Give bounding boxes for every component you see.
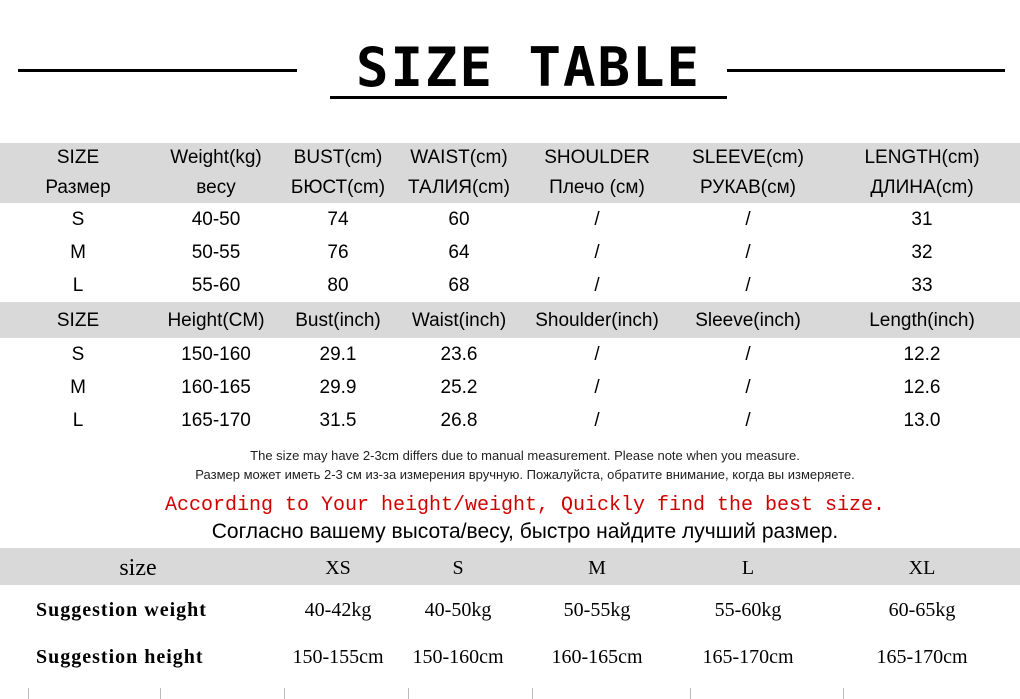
cm-header-cell: LENGTH(cm) (864, 147, 980, 168)
cm-table-cell: / (594, 209, 600, 230)
note-en: The size may have 2-3cm differs due to m… (250, 448, 800, 463)
cm-table-cell: L (72, 275, 84, 296)
page-title: SIZE TABLE (355, 36, 702, 99)
cm-table-cell: / (594, 275, 600, 296)
inch-table-cell: 12.6 (903, 377, 941, 398)
inch-header-cell: Waist(inch) (411, 310, 507, 331)
inch-header-cell: Shoulder(inch) (535, 310, 659, 331)
cm-table-cell: 55-60 (191, 275, 241, 296)
suggestion-header-cell: S (452, 557, 464, 579)
cm-header-cell: SHOULDER (544, 147, 650, 168)
inch-header-cell: SIZE (56, 310, 100, 331)
inch-table-cell: / (594, 377, 600, 398)
inch-table-cell: 29.1 (319, 344, 357, 365)
gridline-tick (160, 688, 161, 699)
suggestion-cell: 150-160cm (412, 646, 504, 668)
inch-table-cell: 31.5 (319, 410, 357, 431)
cm-header-cell: BUST(cm) (293, 147, 383, 168)
suggestion-header-cell: XS (325, 557, 351, 579)
inch-table-cell: 165-170 (181, 410, 251, 431)
inch-table-cell: / (594, 410, 600, 431)
inch-table-cell: S (71, 344, 85, 365)
cm-table-cell: 76 (327, 242, 349, 263)
gridline-tick (690, 688, 691, 699)
cm-header-cell: SLEEVE(cm) (692, 147, 804, 168)
suggestion-cell: 165-170cm (876, 646, 968, 668)
inch-table-cell: / (745, 344, 751, 365)
cm-table-cell: 80 (327, 275, 349, 296)
note-ru: Размер может иметь 2-3 см из-за измерени… (195, 467, 855, 482)
cm-table-cell: M (70, 242, 86, 263)
title-underline (330, 96, 727, 99)
inch-table-cell: M (70, 377, 86, 398)
inch-table-cell: / (745, 410, 751, 431)
inch-header-cell: Length(inch) (869, 310, 975, 331)
suggestion-header-cell: L (741, 557, 755, 579)
cm-table-cell: 40-50 (191, 209, 241, 230)
suggestion-cell: 40-50kg (424, 599, 492, 621)
inch-table-cell: 160-165 (181, 377, 251, 398)
gridline-tick (408, 688, 409, 699)
cm-table-cell: 32 (911, 242, 933, 263)
suggestion-cell: 150-155cm (292, 646, 384, 668)
cm-header-cell-ru: весу (196, 177, 236, 198)
cm-header-cell-ru: Размер (45, 177, 111, 198)
inch-table-cell: 29.9 (319, 377, 357, 398)
suggestion-header-band (0, 548, 1020, 585)
suggestion-row-label: Suggestion weight (36, 599, 207, 621)
inch-header-cell: Sleeve(inch) (695, 310, 801, 331)
inch-table-cell: 13.0 (903, 410, 941, 431)
cm-table-cell: / (745, 275, 751, 296)
suggestion-header-cell: size (119, 555, 157, 581)
cm-header-cell-ru: Плечо (см) (549, 177, 645, 198)
inch-header-cell: Bust(inch) (295, 310, 381, 331)
suggestion-cell: 55-60kg (714, 599, 782, 621)
advice-ru: Согласно вашему высота/весу, быстро найд… (211, 520, 839, 543)
title-rule-left (18, 69, 297, 72)
cm-header-cell-ru: РУКАВ(см) (700, 177, 796, 198)
cm-table-cell: 74 (327, 209, 349, 230)
suggestion-header-cell: M (588, 557, 606, 579)
cm-table-cell: 50-55 (191, 242, 241, 263)
suggestion-row-label: Suggestion height (36, 646, 204, 668)
suggestion-header-cell: XL (908, 557, 936, 579)
cm-table-cell: 64 (448, 242, 470, 263)
inch-table-cell: 23.6 (440, 344, 478, 365)
cm-table-cell: S (71, 209, 85, 230)
suggestion-cell: 60-65kg (888, 599, 956, 621)
advice-en: According to Your height/weight, Quickly… (164, 494, 886, 517)
suggestion-cell: 160-165cm (551, 646, 643, 668)
suggestion-cell: 40-42kg (304, 599, 372, 621)
cm-table-cell: / (745, 209, 751, 230)
inch-table-cell: 25.2 (440, 377, 478, 398)
cm-table-cell: 33 (911, 275, 933, 296)
inch-header-cell: Height(CM) (167, 310, 265, 331)
suggestion-cell: 165-170cm (702, 646, 794, 668)
inch-table-cell: 150-160 (181, 344, 251, 365)
gridline-tick (28, 688, 29, 699)
inch-table-cell: 12.2 (903, 344, 941, 365)
gridline-tick (284, 688, 285, 699)
suggestion-cell: 50-55kg (563, 599, 631, 621)
cm-table-cell: / (745, 242, 751, 263)
cm-header-cell-ru: ДЛИНА(cm) (870, 177, 974, 198)
cm-header-cell: WAIST(cm) (410, 147, 508, 168)
cm-header-cell: SIZE (56, 147, 100, 168)
cm-header-cell: Weight(kg) (170, 147, 262, 168)
cm-table-cell: 68 (448, 275, 470, 296)
cm-header-cell-ru: БЮСТ(cm) (290, 177, 386, 198)
gridline-tick (843, 688, 844, 699)
inch-table-cell: / (594, 344, 600, 365)
inch-table-cell: / (745, 377, 751, 398)
cm-table-cell: 60 (448, 209, 470, 230)
inch-header-band (0, 302, 1020, 338)
cm-header-cell-ru: ТАЛИЯ(cm) (408, 177, 510, 198)
inch-table-cell: L (72, 410, 84, 431)
cm-header-band (0, 143, 1020, 203)
cm-table-cell: / (594, 242, 600, 263)
inch-table-cell: 26.8 (440, 410, 478, 431)
title-rule-right (727, 69, 1005, 72)
gridline-tick (532, 688, 533, 699)
cm-table-cell: 31 (911, 209, 933, 230)
